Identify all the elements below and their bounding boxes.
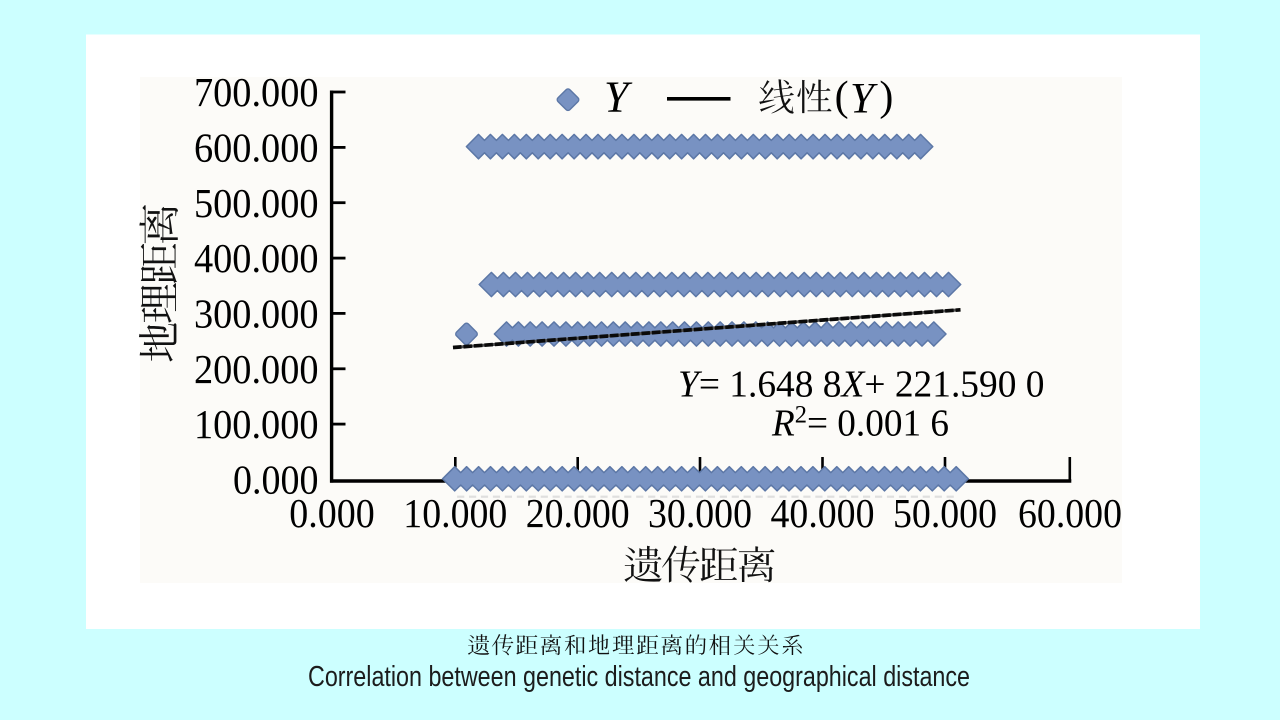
svg-text:400.000: 400.000	[194, 235, 319, 281]
svg-text:0.000: 0.000	[233, 457, 319, 503]
svg-text:60.000: 60.000	[1018, 490, 1122, 536]
svg-text:(: (	[835, 74, 849, 120]
svg-text:): )	[879, 74, 893, 120]
svg-text:30.000: 30.000	[648, 490, 752, 536]
svg-text:10.000: 10.000	[403, 490, 507, 536]
svg-text:600.000: 600.000	[194, 125, 319, 171]
svg-text:700.000: 700.000	[194, 69, 319, 115]
svg-text:50.000: 50.000	[893, 490, 997, 536]
svg-text:Y= 1.648 8X+ 221.590 0: Y= 1.648 8X+ 221.590 0	[678, 364, 1045, 406]
svg-text:R2= 0.001 6: R2= 0.001 6	[771, 402, 949, 445]
svg-text:500.000: 500.000	[194, 180, 319, 226]
svg-text:20.000: 20.000	[526, 490, 630, 536]
svg-text:300.000: 300.000	[194, 291, 319, 337]
svg-text:Y: Y	[850, 76, 878, 123]
svg-text:200.000: 200.000	[194, 346, 319, 392]
svg-text:40.000: 40.000	[771, 490, 875, 536]
svg-text:Correlation between genetic di: Correlation between genetic distance and…	[308, 661, 970, 693]
svg-text:0.000: 0.000	[289, 490, 375, 536]
svg-text:100.000: 100.000	[194, 401, 319, 447]
svg-text:Y: Y	[604, 73, 633, 122]
